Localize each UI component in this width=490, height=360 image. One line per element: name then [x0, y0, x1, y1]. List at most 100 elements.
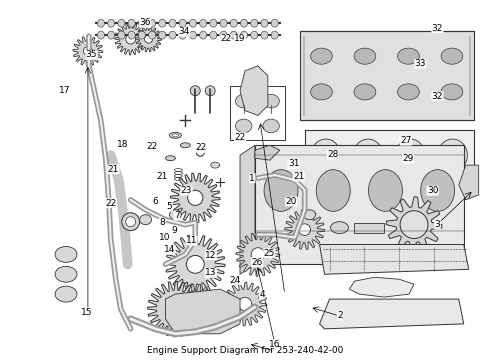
Ellipse shape: [170, 210, 181, 220]
Bar: [354, 223, 384, 233]
Text: 31: 31: [288, 159, 299, 168]
Ellipse shape: [220, 19, 227, 27]
Ellipse shape: [251, 31, 258, 39]
Ellipse shape: [189, 19, 196, 27]
Text: 32: 32: [432, 91, 443, 100]
Ellipse shape: [397, 84, 419, 100]
Ellipse shape: [108, 31, 115, 39]
Text: 4: 4: [259, 290, 265, 299]
Ellipse shape: [395, 139, 425, 171]
Ellipse shape: [179, 31, 186, 39]
Text: 21: 21: [156, 172, 168, 181]
Text: 20: 20: [286, 197, 297, 206]
Polygon shape: [459, 165, 479, 200]
Circle shape: [190, 86, 200, 96]
Ellipse shape: [311, 139, 341, 171]
Text: 13: 13: [205, 268, 217, 277]
Ellipse shape: [368, 170, 402, 211]
Ellipse shape: [230, 31, 237, 39]
Text: 21: 21: [108, 165, 119, 174]
Text: 8: 8: [159, 219, 165, 228]
Text: 18: 18: [118, 140, 129, 149]
Ellipse shape: [311, 48, 332, 64]
Ellipse shape: [354, 84, 376, 100]
Polygon shape: [349, 277, 414, 297]
Text: 6: 6: [152, 197, 158, 206]
Text: 22: 22: [220, 35, 231, 44]
Circle shape: [186, 255, 204, 273]
Ellipse shape: [251, 19, 258, 27]
Polygon shape: [171, 173, 220, 222]
Text: 15: 15: [81, 308, 93, 317]
Ellipse shape: [169, 31, 176, 39]
Polygon shape: [285, 210, 324, 249]
Polygon shape: [166, 289, 240, 334]
Ellipse shape: [210, 19, 217, 27]
Text: 22: 22: [105, 199, 117, 208]
Text: 22: 22: [235, 132, 246, 141]
Ellipse shape: [55, 247, 77, 262]
Polygon shape: [166, 235, 225, 294]
Polygon shape: [319, 299, 464, 329]
Circle shape: [188, 190, 203, 206]
Circle shape: [188, 301, 203, 316]
Polygon shape: [147, 281, 203, 337]
Ellipse shape: [271, 19, 278, 27]
Ellipse shape: [140, 215, 151, 225]
Text: Engine Support Diagram for 253-240-42-00: Engine Support Diagram for 253-240-42-00: [147, 346, 343, 355]
Ellipse shape: [128, 31, 135, 39]
Ellipse shape: [271, 31, 278, 39]
Text: 7: 7: [174, 211, 180, 220]
Ellipse shape: [148, 19, 156, 27]
Ellipse shape: [172, 134, 178, 137]
Text: 1: 1: [249, 174, 255, 183]
Ellipse shape: [199, 19, 207, 27]
Ellipse shape: [353, 139, 383, 171]
Circle shape: [299, 224, 311, 235]
Polygon shape: [236, 233, 280, 276]
Polygon shape: [171, 284, 220, 334]
Ellipse shape: [241, 31, 247, 39]
Ellipse shape: [138, 31, 146, 39]
Polygon shape: [136, 26, 162, 52]
Ellipse shape: [230, 19, 237, 27]
Ellipse shape: [236, 119, 252, 133]
Text: 36: 36: [139, 18, 151, 27]
Text: 16: 16: [269, 340, 280, 349]
Bar: [300, 31, 474, 121]
Ellipse shape: [180, 143, 190, 148]
Text: 34: 34: [178, 27, 190, 36]
Ellipse shape: [108, 19, 115, 27]
Ellipse shape: [189, 31, 196, 39]
Circle shape: [83, 46, 93, 55]
Circle shape: [167, 301, 184, 318]
Ellipse shape: [316, 170, 350, 211]
Polygon shape: [73, 36, 103, 66]
Text: 17: 17: [59, 86, 71, 95]
Ellipse shape: [263, 94, 279, 108]
Polygon shape: [240, 66, 268, 116]
Text: 12: 12: [205, 251, 217, 260]
Polygon shape: [319, 244, 469, 274]
Ellipse shape: [98, 31, 104, 39]
Circle shape: [251, 248, 265, 261]
Ellipse shape: [148, 31, 156, 39]
Ellipse shape: [159, 31, 166, 39]
Ellipse shape: [125, 217, 136, 227]
Ellipse shape: [261, 31, 268, 39]
Text: 33: 33: [415, 59, 426, 68]
Ellipse shape: [397, 48, 419, 64]
Circle shape: [400, 211, 428, 239]
Text: 24: 24: [230, 275, 241, 284]
Bar: [255, 145, 464, 264]
Text: 14: 14: [164, 245, 175, 254]
Polygon shape: [240, 145, 255, 274]
Ellipse shape: [354, 48, 376, 64]
Ellipse shape: [128, 19, 135, 27]
Ellipse shape: [263, 119, 279, 133]
Ellipse shape: [441, 84, 463, 100]
Ellipse shape: [211, 162, 220, 168]
Text: 35: 35: [86, 50, 98, 59]
Ellipse shape: [118, 19, 125, 27]
Text: 5: 5: [167, 202, 172, 211]
